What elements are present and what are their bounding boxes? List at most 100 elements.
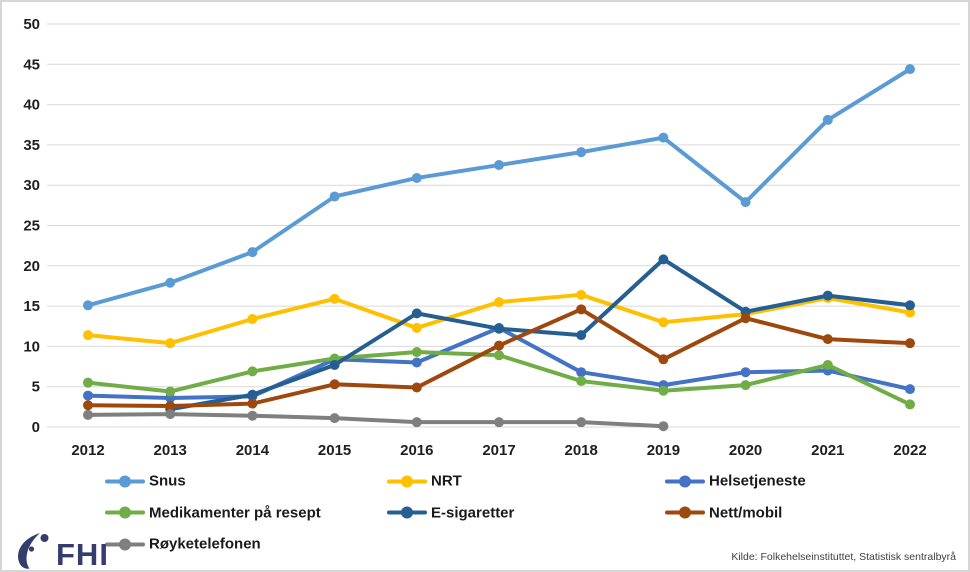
data-point	[494, 350, 504, 361]
data-point	[165, 386, 176, 397]
y-axis-tick-label: 15	[23, 298, 40, 315]
y-axis-tick-label: 50	[23, 16, 40, 33]
data-point	[905, 307, 915, 318]
data-point	[411, 172, 422, 183]
data-point	[411, 322, 422, 333]
x-axis-tick-label: 2018	[565, 442, 598, 459]
data-point	[329, 293, 340, 304]
x-axis-tick-label: 2016	[400, 442, 433, 459]
data-point	[740, 380, 751, 391]
data-point	[576, 417, 587, 428]
data-point	[576, 147, 587, 158]
data-point	[905, 384, 915, 395]
data-point	[411, 308, 422, 319]
series-line	[86, 325, 912, 400]
legend-item-medikamenter-p-resept[interactable]: Medikamenter på resept	[105, 504, 321, 521]
data-point	[658, 421, 669, 432]
data-point	[247, 247, 258, 258]
x-axis-tick-label: 2022	[893, 442, 926, 459]
y-axis-tick-label: 10	[23, 338, 40, 355]
data-point	[740, 367, 751, 378]
data-point	[905, 300, 915, 311]
legend-label: Medikamenter på resept	[149, 504, 321, 521]
fhi-logo-icon	[18, 533, 49, 569]
data-point	[576, 289, 587, 300]
data-point	[329, 359, 340, 370]
x-axis-tick-label: 2012	[71, 442, 104, 459]
legend-marker-icon	[665, 475, 705, 487]
source-caption: Kilde: Folkehelseinstituttet, Statistisk…	[731, 551, 956, 563]
data-point	[247, 389, 258, 400]
data-point	[83, 377, 93, 388]
data-point	[494, 323, 504, 334]
data-point	[494, 297, 504, 308]
legend-item-r-yketelefonen[interactable]: Røyketelefonen	[105, 536, 261, 553]
data-point	[822, 290, 833, 301]
fhi-logo-text: FHI	[56, 537, 109, 572]
data-point	[658, 317, 669, 328]
data-point	[822, 334, 833, 345]
data-point	[576, 304, 587, 315]
data-point	[494, 160, 504, 171]
x-axis-tick-label: 2021	[811, 442, 844, 459]
data-point	[247, 313, 258, 324]
x-axis-tick-label: 2019	[647, 442, 680, 459]
data-point	[658, 385, 669, 396]
data-point	[822, 359, 833, 370]
fhi-logo: FHI	[12, 530, 109, 570]
x-axis-tick-label: 2014	[236, 442, 270, 459]
legend-label: Røyketelefonen	[149, 535, 261, 553]
data-point	[576, 376, 587, 387]
x-axis-tick-label: 2015	[318, 442, 351, 459]
y-axis-tick-label: 5	[32, 379, 40, 396]
legend-item-nett-mobil[interactable]: Nett/mobil	[665, 504, 782, 521]
data-point	[494, 417, 504, 428]
data-point	[329, 191, 340, 202]
legend-label: Snus	[149, 472, 186, 490]
data-point	[83, 330, 93, 341]
data-point	[658, 132, 669, 143]
y-axis-tick-label: 30	[23, 177, 40, 194]
line-chart-plot: 0 5 10 15 20 25 30 35 40 45 50 2012 2013 2014 2015 2016…	[23, 16, 960, 459]
data-point	[329, 413, 340, 424]
data-point	[905, 64, 915, 75]
data-point	[83, 390, 93, 401]
y-axis-tick-label: 45	[23, 56, 40, 73]
data-point	[905, 399, 915, 410]
data-point	[329, 379, 340, 390]
legend-item-nrt[interactable]: NRT	[387, 473, 462, 490]
data-point	[740, 313, 751, 324]
data-point	[83, 409, 93, 420]
y-axis-tick-label: 25	[23, 218, 40, 235]
y-axis-tick-label: 40	[23, 97, 40, 114]
series-line	[168, 257, 912, 412]
data-point	[658, 254, 669, 265]
y-axis-tick-label: 20	[23, 258, 40, 275]
data-point	[658, 354, 669, 365]
data-point	[165, 338, 176, 349]
legend-marker-icon	[105, 506, 145, 519]
data-point	[247, 410, 258, 421]
data-point	[165, 409, 176, 420]
y-axis-tick-label: 0	[32, 419, 40, 436]
legend-marker-icon	[665, 506, 705, 519]
legend-item-snus[interactable]: Snus	[105, 473, 186, 490]
legend-label: Nett/mobil	[709, 504, 783, 521]
legend-item-e-sigaretter[interactable]: E-sigaretter	[387, 504, 514, 521]
data-point	[411, 417, 422, 428]
data-point	[83, 300, 93, 311]
data-point	[411, 357, 422, 368]
x-axis-tick-label: 2013	[154, 442, 187, 459]
data-point	[411, 382, 422, 393]
data-point	[576, 367, 587, 378]
legend-item-helsetjeneste[interactable]: Helsetjeneste	[665, 473, 806, 490]
data-point	[740, 197, 751, 208]
series-line	[86, 412, 666, 429]
x-axis-tick-label: 2020	[729, 442, 762, 459]
legend-label: Helsetjeneste	[709, 472, 806, 490]
legend-marker-icon	[387, 506, 427, 519]
data-point	[247, 366, 258, 377]
data-point	[905, 338, 915, 349]
